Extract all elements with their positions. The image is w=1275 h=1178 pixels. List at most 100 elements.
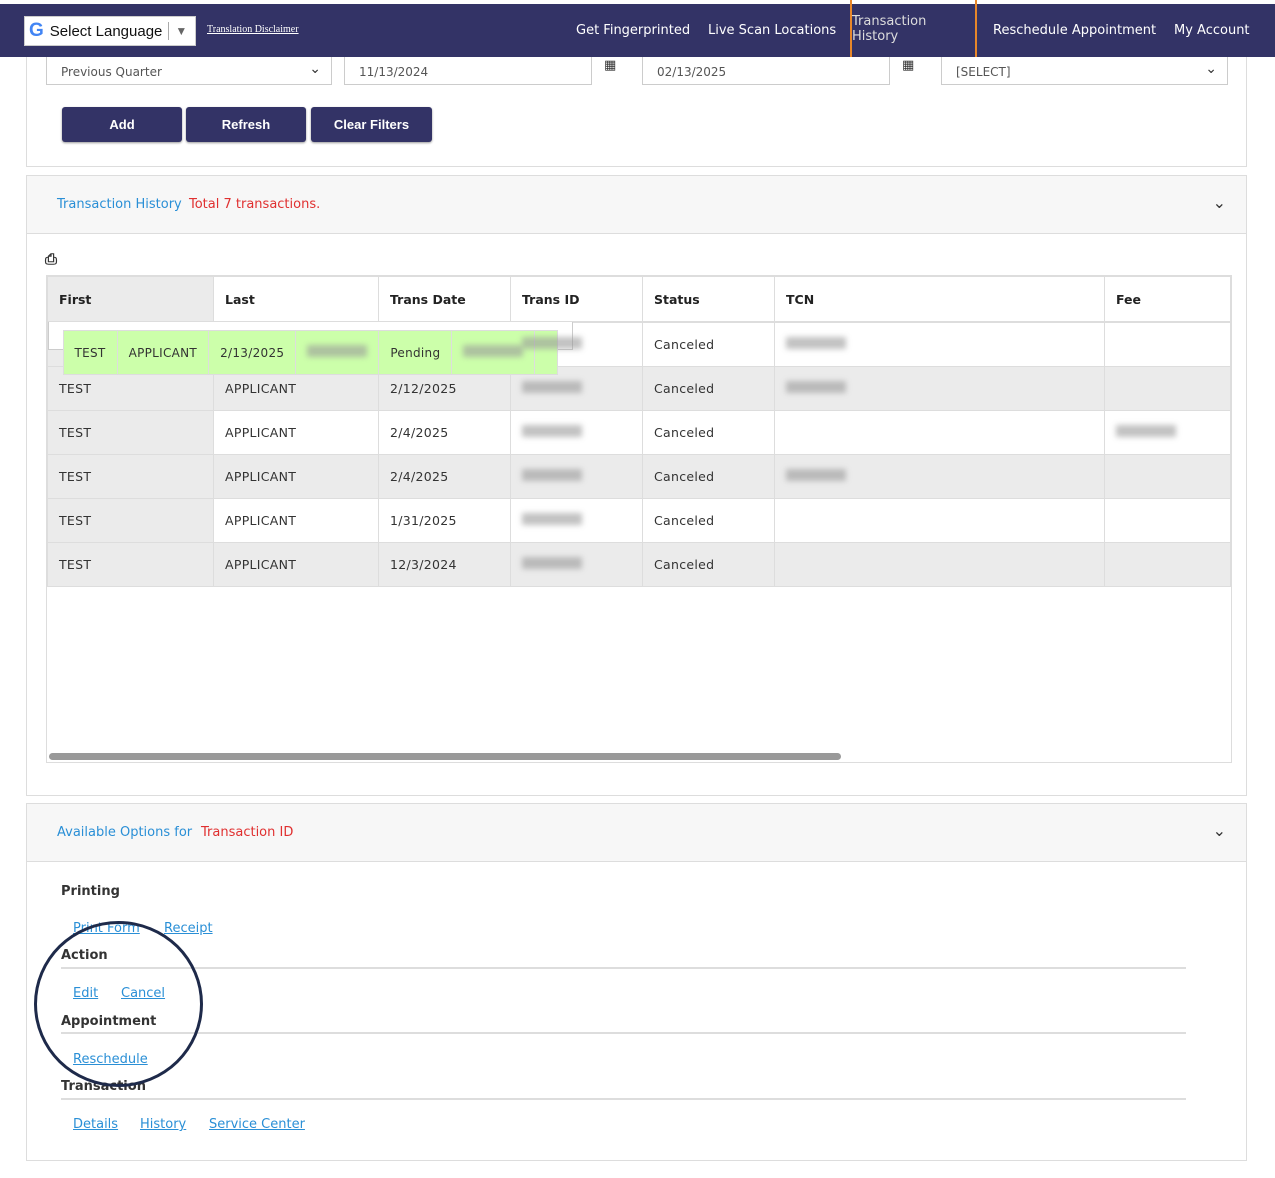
end-date-input[interactable]: 02/13/2025 (642, 57, 890, 85)
calendar-icon[interactable]: ▦ (604, 58, 617, 73)
cell-first: TEST (47, 410, 214, 455)
refresh-button[interactable]: Refresh (186, 107, 306, 142)
cell-status: Canceled (642, 366, 775, 411)
cell-status: Canceled (642, 542, 775, 587)
cell-fee (1104, 498, 1231, 543)
cell-status: Canceled (642, 498, 775, 543)
panel-title: Transaction History (57, 197, 182, 212)
cell-trans-date: 12/3/2024 (378, 542, 511, 587)
redacted-value (463, 345, 524, 357)
cell-status: Canceled (642, 454, 775, 499)
annotation-circle (34, 921, 203, 1087)
cell-fee (1104, 542, 1231, 587)
col-status[interactable]: Status (642, 276, 775, 322)
horizontal-scrollbar[interactable] (49, 753, 841, 760)
cell-last: APPLICANT (116, 330, 210, 375)
top-navbar: G Select Language ▼ Translation Disclaimer (0, 4, 1275, 57)
cell-status: Canceled (642, 322, 775, 367)
cell-first: TEST (47, 542, 214, 587)
chevron-down-icon[interactable]: ⌄ (1212, 193, 1226, 212)
transaction-id-label: Transaction ID (201, 825, 294, 840)
cell-trans-id (510, 410, 643, 455)
cell-trans-id (295, 330, 380, 375)
col-tcn[interactable]: TCN (774, 276, 1105, 322)
period-value: Previous Quarter (61, 65, 162, 79)
transactions-table: First Last Trans Date Trans ID Status TC… (47, 276, 1231, 587)
divider (61, 967, 1186, 969)
cell-fee (1104, 322, 1231, 367)
transaction-history-panel: Transaction History Total 7 transactions… (26, 175, 1247, 796)
nav-reschedule-appointment[interactable]: Reschedule Appointment (993, 23, 1157, 38)
cell-tcn (774, 366, 1105, 411)
cell-tcn (774, 498, 1105, 543)
cell-first: TEST (47, 454, 214, 499)
cell-fee (1104, 454, 1231, 499)
translation-disclaimer-link[interactable]: Translation Disclaimer (207, 24, 299, 35)
total-count: Total 7 transactions. (189, 197, 321, 212)
col-last[interactable]: Last (213, 276, 379, 322)
redacted-value (522, 381, 582, 393)
divider (61, 1032, 1186, 1034)
details-link[interactable]: Details (73, 1117, 119, 1132)
panel-header[interactable]: Available Options for Transaction ID ⌄ (27, 804, 1246, 862)
cell-status: Canceled (642, 410, 775, 455)
service-center-link[interactable]: Service Center (209, 1117, 305, 1132)
google-icon: G (29, 20, 44, 41)
status-select[interactable]: [SELECT] ⌄ (941, 57, 1228, 85)
cell-trans-id (510, 498, 643, 543)
redacted-value (522, 337, 582, 349)
table-row[interactable]: TEST APPLICANT 2/13/2025 Pending (47, 322, 574, 375)
table-row[interactable]: TEST APPLICANT 2/4/2025 Canceled (47, 410, 1231, 455)
table-row[interactable]: TEST APPLICANT 1/31/2025 Canceled (47, 498, 1231, 543)
col-first[interactable]: First (47, 276, 214, 322)
panel-header[interactable]: Transaction History Total 7 transactions… (27, 176, 1246, 234)
nav-my-account[interactable]: My Account (1174, 23, 1250, 38)
period-select[interactable]: Previous Quarter ⌄ (46, 57, 332, 85)
printing-heading: Printing (61, 884, 120, 899)
divider (61, 1098, 1186, 1100)
nav-transaction-history[interactable]: Transaction History (850, 0, 977, 60)
cell-first: TEST (62, 330, 118, 375)
cell-trans-id (510, 542, 643, 587)
cell-trans-date: 1/31/2025 (378, 498, 511, 543)
table-row[interactable]: TEST APPLICANT 12/3/2024 Canceled (47, 542, 1231, 587)
cell-tcn (774, 542, 1105, 587)
col-fee[interactable]: Fee (1104, 276, 1231, 322)
receipt-link[interactable]: Receipt (164, 921, 213, 936)
chevron-down-icon[interactable]: ⌄ (1212, 821, 1226, 840)
chevron-down-icon: ⌄ (309, 61, 321, 77)
add-button[interactable]: Add (62, 107, 182, 142)
redacted-value (307, 345, 368, 357)
cell-fee (1104, 410, 1231, 455)
cell-trans-id (510, 366, 643, 411)
table-container: First Last Trans Date Trans ID Status TC… (46, 275, 1232, 763)
col-trans-date[interactable]: Trans Date (378, 276, 511, 322)
start-date-input[interactable]: 11/13/2024 (344, 57, 592, 85)
history-link[interactable]: History (140, 1117, 187, 1132)
nav-get-fingerprinted[interactable]: Get Fingerprinted (576, 23, 691, 38)
print-icon[interactable]: ⎙ (45, 250, 58, 268)
redacted-value (522, 557, 582, 569)
cell-last: APPLICANT (213, 454, 379, 499)
cell-last: APPLICANT (213, 498, 379, 543)
cell-tcn (774, 322, 1105, 367)
redacted-value (522, 469, 582, 481)
cell-last: APPLICANT (213, 410, 379, 455)
redacted-value (786, 337, 846, 349)
redacted-value (786, 381, 846, 393)
table-row[interactable]: TEST APPLICANT 2/4/2025 Canceled (47, 454, 1231, 499)
chevron-down-icon: ⌄ (1205, 61, 1217, 77)
redacted-value (522, 513, 582, 525)
status-select-value: [SELECT] (956, 65, 1011, 79)
col-trans-id[interactable]: Trans ID (510, 276, 643, 322)
cell-trans-date: 2/4/2025 (378, 454, 511, 499)
nav-live-scan-locations[interactable]: Live Scan Locations (708, 23, 837, 38)
cell-last: APPLICANT (213, 542, 379, 587)
language-select[interactable]: G Select Language ▼ (24, 16, 196, 46)
available-options-panel: Available Options for Transaction ID ⌄ (26, 803, 1247, 1161)
dropdown-arrow-icon: ▼ (175, 24, 188, 38)
options-title: Available Options for (57, 825, 193, 840)
calendar-icon[interactable]: ▦ (902, 58, 915, 73)
clear-filters-button[interactable]: Clear Filters (311, 107, 432, 142)
cell-status: Pending (378, 330, 453, 375)
